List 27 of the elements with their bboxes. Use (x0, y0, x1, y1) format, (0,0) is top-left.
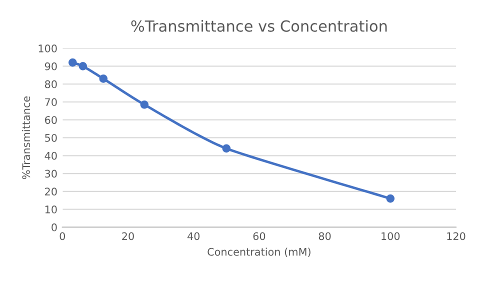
y-tick-label: 70 (45, 98, 57, 106)
x-tick-label: 100 (382, 232, 400, 240)
x-tick-label: 40 (187, 232, 200, 240)
point (68, 58, 77, 67)
y-tick-label: 20 (45, 188, 57, 196)
y-tick-label: 60 (45, 116, 57, 124)
y-tick-label: 30 (45, 170, 57, 178)
point (78, 62, 88, 70)
x-axis-title: Concentration (mM) (208, 248, 310, 257)
y-tick-label: 10 (45, 206, 57, 214)
x-tick-label: 60 (253, 232, 266, 240)
x-tick-label: 80 (318, 232, 331, 240)
x-tick-label: 20 (122, 232, 134, 240)
x-tick-label: 120 (447, 232, 466, 240)
y-tick-label: 90 (44, 62, 57, 70)
point (99, 74, 108, 83)
x-tick-label: 0 (60, 232, 66, 240)
point (222, 144, 231, 153)
y-tick-label: 0 (52, 223, 57, 232)
point (140, 100, 149, 109)
y-tick-label: 40 (44, 152, 57, 160)
y-tick-label: 50 (45, 134, 57, 142)
y-axis-title: %Transmittance (22, 96, 30, 180)
y-tick-label: 100 (38, 44, 57, 52)
y-tick-label: 80 (44, 80, 57, 88)
point (386, 194, 395, 203)
chart-title: %Transmittance vs Concentration (131, 20, 387, 32)
